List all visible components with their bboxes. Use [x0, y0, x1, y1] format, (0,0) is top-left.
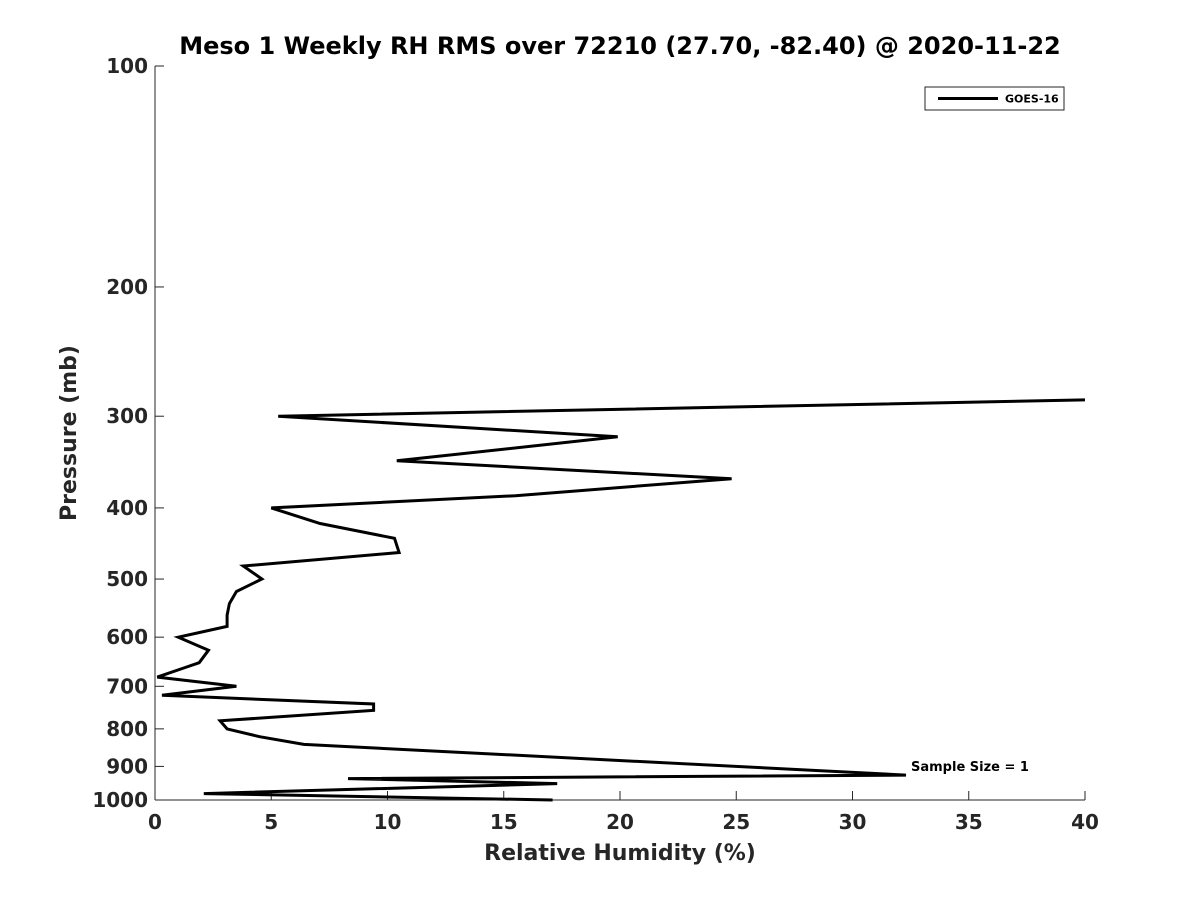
y-tick-label: 100 [106, 54, 148, 78]
y-tick-label: 300 [106, 404, 148, 428]
x-tick-label: 0 [148, 810, 162, 834]
y-axis-label: Pressure (mb) [57, 345, 82, 521]
x-tick-label: 10 [374, 810, 402, 834]
x-tick-label: 5 [264, 810, 278, 834]
y-tick-label: 200 [106, 275, 148, 299]
x-tick-label: 25 [722, 810, 750, 834]
series-line-goes16 [156, 398, 1086, 802]
x-tick-label: 15 [490, 810, 518, 834]
y-tick-label: 700 [106, 674, 148, 698]
y-tick-label: 800 [106, 717, 148, 741]
legend-entry-goes16: GOES-16 [1005, 93, 1059, 106]
y-tick-group: 100 200 300 400 500 600 700 800 900 1000 [92, 54, 164, 812]
sample-size-annotation: Sample Size = 1 [911, 760, 1029, 775]
x-tick-group: 0 5 10 15 20 25 30 35 40 [148, 791, 1099, 834]
chart-title: Meso 1 Weekly RH RMS over 72210 (27.70, … [179, 32, 1061, 60]
x-tick-label: 35 [955, 810, 983, 834]
x-tick-label: 40 [1071, 810, 1099, 834]
x-tick-label: 20 [606, 810, 634, 834]
legend: GOES-16 [924, 86, 1065, 111]
y-tick-label: 900 [106, 754, 148, 778]
y-tick-label: 500 [106, 567, 148, 591]
y-tick-label: 1000 [92, 788, 148, 812]
y-tick-label: 400 [106, 496, 148, 520]
x-axis-label: Relative Humidity (%) [484, 841, 756, 866]
y-tick-label: 600 [106, 625, 148, 649]
x-tick-label: 30 [839, 810, 867, 834]
